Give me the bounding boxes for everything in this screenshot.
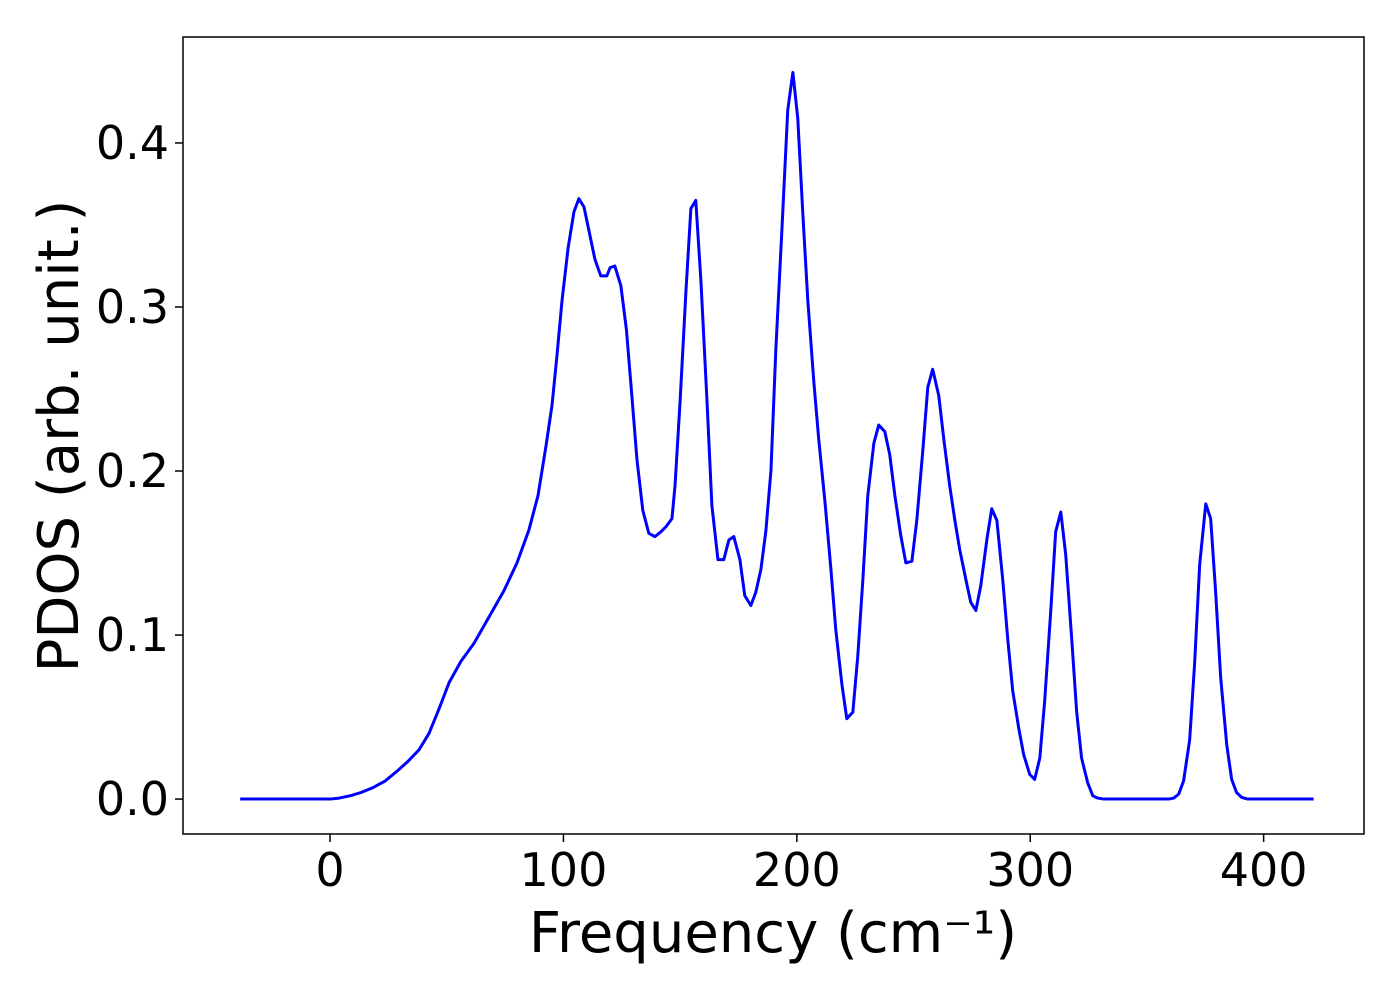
y-tick-label: 0.1: [96, 608, 169, 662]
y-axis-label: PDOS (arb. unit.): [27, 200, 92, 673]
x-axis-label: Frequency (cm⁻¹): [529, 901, 1017, 966]
y-tick-label: 0.3: [96, 280, 169, 334]
y-tick-label: 0.2: [96, 444, 169, 498]
plot-frame: [182, 36, 1365, 835]
x-tick-label: 0: [315, 843, 344, 897]
y-tick-label: 0.4: [96, 116, 169, 170]
y-tick-label: 0.0: [96, 772, 169, 826]
x-tick-label: 300: [986, 843, 1074, 897]
x-tick-label: 200: [753, 843, 841, 897]
x-tick-label: 400: [1220, 843, 1308, 897]
x-tick-label: 100: [520, 843, 608, 897]
line-series: [240, 70, 1314, 801]
